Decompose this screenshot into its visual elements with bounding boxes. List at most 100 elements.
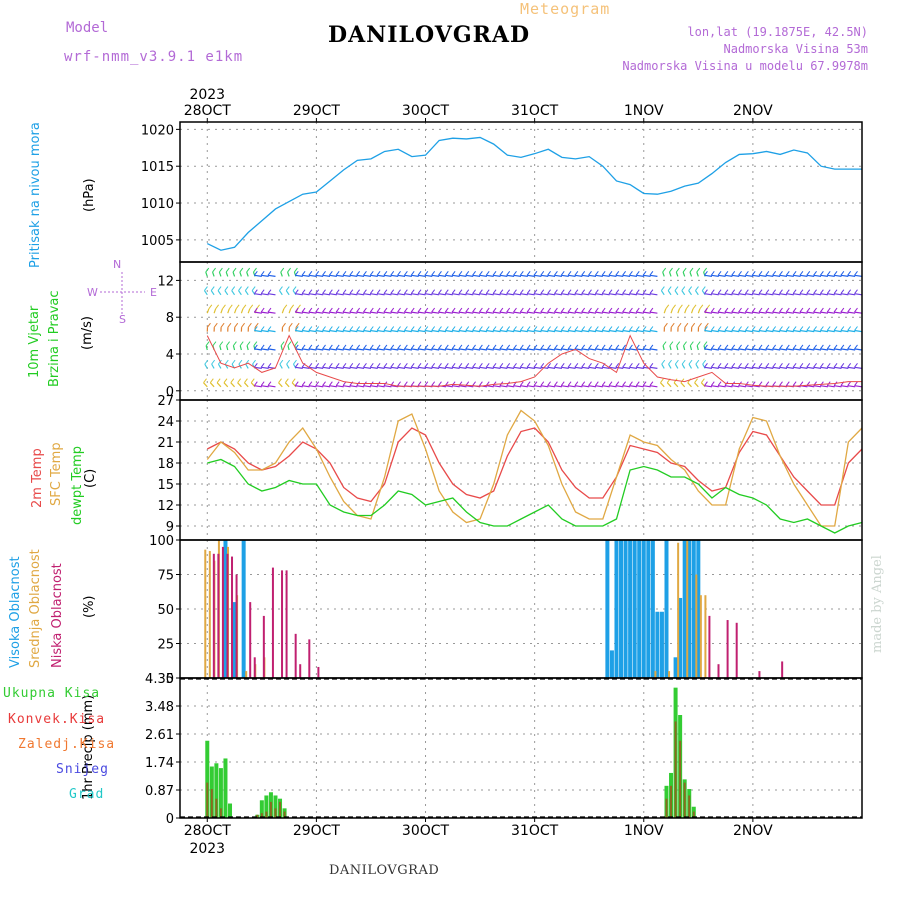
- wind-barb-flag: [231, 286, 236, 291]
- wind-barb: [595, 293, 603, 296]
- cloud-label-1: Visoka Oblacnost: [8, 556, 23, 668]
- wind-barb-flag: [244, 378, 248, 383]
- bottom-day-label: 28OCT: [184, 823, 232, 839]
- wind-barb-flag: [724, 289, 729, 295]
- wind-barb-flag: [390, 271, 395, 276]
- wind-barb: [417, 366, 426, 369]
- wind-barb: [486, 293, 494, 296]
- wind-barb-flag: [581, 363, 586, 368]
- wind-barb-flag: [635, 381, 640, 387]
- wind-barb-flag: [758, 363, 763, 368]
- y-tick-label: 9: [166, 520, 174, 535]
- wind-barb-flag: [383, 271, 388, 276]
- t2m-series-line: [206, 427, 863, 506]
- top-year-label: 2023: [189, 87, 225, 103]
- wind-barb-flag: [253, 381, 258, 387]
- wind-barb: [547, 274, 556, 277]
- wind-barb: [688, 290, 692, 296]
- wind-barb-flag: [292, 286, 297, 291]
- wind-barb: [561, 385, 569, 388]
- wind-barb: [622, 366, 631, 369]
- wind-barb: [217, 363, 222, 369]
- wind-barb: [458, 385, 467, 388]
- wind-barb: [840, 366, 849, 369]
- wind-barb-flag: [681, 286, 686, 291]
- cloud-bar: [609, 650, 614, 678]
- wind-barb: [513, 366, 522, 369]
- made-by-label: made by Angel: [870, 555, 885, 653]
- wind-barb: [472, 293, 481, 296]
- wind-barb: [492, 385, 501, 388]
- wind-barb-flag: [217, 286, 222, 291]
- wind-barb: [336, 274, 344, 277]
- wind-barb-flag: [308, 307, 313, 313]
- wind-barb: [225, 271, 229, 277]
- wind-barb-flag: [250, 378, 255, 383]
- cloud-bar: [221, 546, 224, 678]
- wind-barb-flag: [594, 363, 599, 368]
- y-tick-label: 21: [157, 436, 174, 451]
- wind-barb-flag: [478, 363, 483, 368]
- wind-barb: [438, 348, 447, 351]
- wind-barb: [581, 311, 590, 314]
- wind-barb: [779, 274, 788, 277]
- wind-barb: [581, 329, 590, 333]
- wind-barb: [738, 329, 747, 333]
- wind-barb: [731, 329, 740, 333]
- wind-barb: [840, 385, 849, 388]
- wind-barb: [233, 308, 237, 314]
- wind-barb: [615, 311, 624, 314]
- cloud-bar: [758, 671, 761, 678]
- wind-barb-flag: [403, 326, 408, 331]
- wind-barb: [680, 382, 686, 388]
- wind-barb: [833, 385, 842, 388]
- wind-barb-flag: [472, 344, 476, 350]
- wind-barb-flag: [431, 307, 436, 313]
- wind-barb-flag: [840, 344, 845, 350]
- wind-barb-flag: [684, 322, 689, 328]
- wind-barb-flag: [403, 271, 408, 276]
- wind-barb-flag: [284, 378, 289, 383]
- wind-barb-flag: [308, 363, 313, 368]
- wind-barb-flag: [567, 326, 572, 331]
- wind-barb-flag: [758, 326, 763, 331]
- wind-barb: [342, 348, 351, 351]
- wind-barb-flag: [322, 307, 326, 313]
- cloud-bar: [704, 595, 707, 678]
- y-tick-label: 100: [149, 534, 174, 549]
- wind-barb: [356, 385, 365, 388]
- wind-barb: [758, 329, 767, 333]
- precip-conv-bar: [279, 801, 282, 818]
- wind-barb-flag: [526, 271, 531, 276]
- wind-barb: [806, 293, 815, 296]
- wind-barb-flag: [485, 307, 490, 313]
- wind-barb-flag: [301, 271, 306, 276]
- wind-barb-flag: [854, 326, 858, 331]
- wind-barb: [786, 311, 794, 314]
- wind-barb-flag: [649, 326, 654, 331]
- wind-barb: [506, 366, 515, 369]
- wind-barb-flag: [424, 363, 429, 368]
- wind-barb: [602, 311, 610, 314]
- wind-barb-flag: [342, 271, 347, 276]
- wind-barb: [547, 348, 556, 351]
- wind-barb: [724, 274, 733, 277]
- wind-barb: [431, 274, 440, 277]
- wind-barb: [574, 385, 583, 388]
- wind-barb: [376, 293, 385, 296]
- wind-barb-flag: [594, 381, 599, 387]
- precip-conv-bar: [683, 782, 686, 818]
- wind-barb-flag: [526, 326, 531, 331]
- wind-barb: [527, 348, 535, 351]
- wind-barb: [717, 329, 726, 333]
- wind-barb: [336, 348, 344, 351]
- wind-barb-flag: [335, 289, 340, 295]
- wind-barb-flag: [410, 307, 415, 313]
- wind-barb: [554, 348, 563, 351]
- wind-barb: [465, 348, 474, 351]
- wind-barb-flag: [526, 363, 531, 368]
- wind-barb-flag: [601, 326, 606, 331]
- wind-label-2: Brzina i Pravac: [47, 290, 62, 387]
- wind-barb: [595, 348, 603, 351]
